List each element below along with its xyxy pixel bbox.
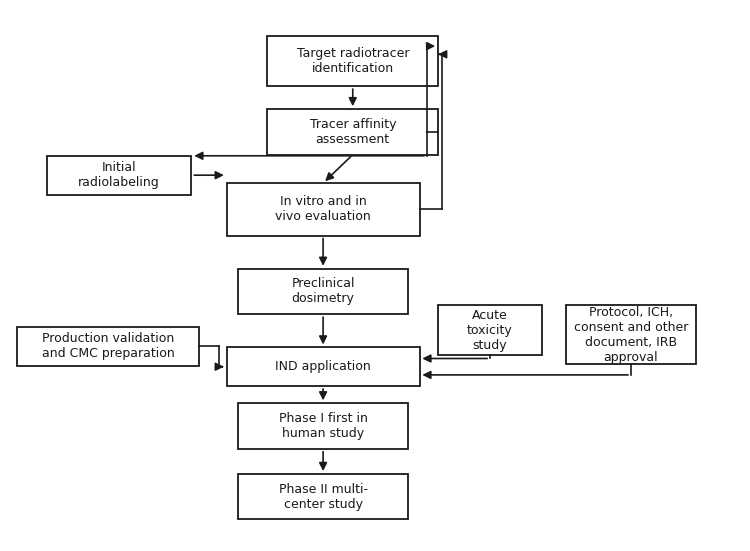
- FancyBboxPatch shape: [566, 305, 696, 364]
- Text: Phase I first in
human study: Phase I first in human study: [279, 412, 368, 440]
- Text: IND application: IND application: [275, 360, 371, 373]
- FancyBboxPatch shape: [226, 183, 419, 236]
- Text: Target radiotracer
identification: Target radiotracer identification: [296, 47, 409, 75]
- Text: Production validation
and CMC preparation: Production validation and CMC preparatio…: [42, 332, 175, 360]
- FancyBboxPatch shape: [46, 156, 191, 195]
- FancyBboxPatch shape: [226, 347, 419, 386]
- FancyBboxPatch shape: [438, 305, 542, 355]
- FancyBboxPatch shape: [268, 36, 438, 87]
- FancyBboxPatch shape: [238, 474, 409, 520]
- Text: Tracer affinity
assessment: Tracer affinity assessment: [310, 118, 396, 146]
- Text: In vitro and in
vivo evaluation: In vitro and in vivo evaluation: [275, 196, 371, 223]
- FancyBboxPatch shape: [238, 269, 409, 314]
- Text: Acute
toxicity
study: Acute toxicity study: [467, 309, 513, 352]
- FancyBboxPatch shape: [238, 403, 409, 449]
- Text: Protocol, ICH,
consent and other
document, IRB
approval: Protocol, ICH, consent and other documen…: [574, 306, 688, 364]
- Text: Initial
radiolabeling: Initial radiolabeling: [78, 161, 160, 189]
- FancyBboxPatch shape: [268, 109, 438, 155]
- Text: Preclinical
dosimetry: Preclinical dosimetry: [291, 278, 355, 305]
- FancyBboxPatch shape: [17, 327, 199, 365]
- Text: Phase II multi-
center study: Phase II multi- center study: [278, 483, 368, 511]
